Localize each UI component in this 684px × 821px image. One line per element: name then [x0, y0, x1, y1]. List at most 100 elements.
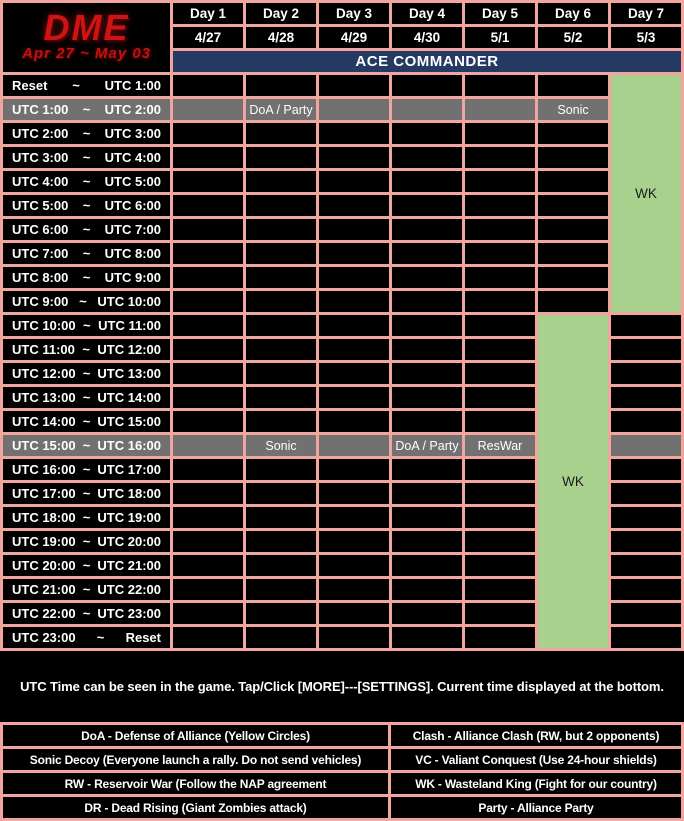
time-end: UTC 22:00 [97, 582, 161, 597]
empty-cell [465, 243, 535, 264]
tilde-separator: ~ [82, 150, 91, 165]
time-slot-label: UTC 3:00 ~ UTC 4:00 [3, 147, 170, 168]
time-slot-label: UTC 22:00 ~ UTC 23:00 [3, 603, 170, 624]
empty-cell [173, 315, 243, 336]
tilde-separator: ~ [82, 366, 91, 381]
tilde-separator: ~ [82, 486, 91, 501]
empty-cell [173, 147, 243, 168]
legend-table: DoA - Defense of Alliance (Yellow Circle… [0, 722, 684, 821]
empty-cell [319, 339, 389, 360]
time-start: UTC 1:00 [12, 102, 69, 117]
empty-cell [319, 363, 389, 384]
time-slot-label: UTC 14:00 ~ UTC 15:00 [3, 411, 170, 432]
tilde-separator: ~ [82, 558, 91, 573]
day-date-5: 5/1 [465, 27, 535, 48]
empty-cell [319, 195, 389, 216]
empty-cell [538, 171, 608, 192]
empty-cell [319, 171, 389, 192]
time-end: UTC 15:00 [97, 414, 161, 429]
wasteland-king-block: WK [538, 315, 608, 648]
time-start: Reset [12, 78, 48, 93]
empty-cell [465, 291, 535, 312]
tilde-separator: ~ [82, 462, 91, 477]
empty-cell [319, 75, 389, 96]
time-slot-label: UTC 8:00 ~ UTC 9:00 [3, 267, 170, 288]
time-end: UTC 10:00 [97, 294, 161, 309]
time-start: UTC 5:00 [12, 198, 69, 213]
empty-cell [319, 555, 389, 576]
empty-cell [392, 291, 462, 312]
empty-cell [465, 267, 535, 288]
time-end: UTC 7:00 [104, 222, 161, 237]
empty-cell [465, 411, 535, 432]
empty-cell [392, 555, 462, 576]
empty-cell [465, 195, 535, 216]
time-end: UTC 19:00 [97, 510, 161, 525]
time-end: UTC 3:00 [104, 126, 161, 141]
empty-cell [246, 243, 316, 264]
time-start: UTC 15:00 [12, 438, 76, 453]
tilde-separator: ~ [82, 174, 91, 189]
time-slot-label: UTC 19:00 ~ UTC 20:00 [3, 531, 170, 552]
empty-cell [611, 411, 681, 432]
empty-cell [173, 171, 243, 192]
empty-cell [392, 315, 462, 336]
empty-cell [173, 483, 243, 504]
empty-cell [465, 531, 535, 552]
day-date-2: 4/28 [246, 27, 316, 48]
empty-cell [538, 267, 608, 288]
time-start: UTC 18:00 [12, 510, 76, 525]
empty-cell [465, 483, 535, 504]
empty-cell [538, 243, 608, 264]
time-end: UTC 6:00 [104, 198, 161, 213]
empty-cell [392, 507, 462, 528]
empty-cell [246, 579, 316, 600]
tilde-separator: ~ [82, 510, 91, 525]
time-start: UTC 4:00 [12, 174, 69, 189]
time-end: UTC 20:00 [97, 534, 161, 549]
tilde-separator: ~ [82, 126, 91, 141]
event-cell: ResWar [465, 435, 535, 456]
empty-cell [319, 99, 389, 120]
empty-cell [465, 123, 535, 144]
empty-cell [173, 219, 243, 240]
tilde-separator: ~ [82, 222, 91, 237]
empty-cell [465, 579, 535, 600]
empty-cell [173, 99, 243, 120]
empty-cell [246, 459, 316, 480]
empty-cell [465, 387, 535, 408]
time-start: UTC 22:00 [12, 606, 76, 621]
tilde-separator: ~ [79, 294, 87, 309]
empty-cell [611, 555, 681, 576]
legend-cell-rw: RW - Reservoir War (Follow the NAP agree… [3, 773, 388, 794]
empty-cell [173, 555, 243, 576]
time-slot-label: UTC 6:00 ~ UTC 7:00 [3, 219, 170, 240]
legend-cell-doa: DoA - Defense of Alliance (Yellow Circle… [3, 725, 388, 746]
empty-cell [392, 483, 462, 504]
time-slot-label: Reset ~ UTC 1:00 [3, 75, 170, 96]
empty-cell [611, 531, 681, 552]
empty-cell [392, 75, 462, 96]
time-end: UTC 12:00 [97, 342, 161, 357]
legend-cell-wk: WK - Wasteland King (Fight for our count… [391, 773, 681, 794]
empty-cell [611, 387, 681, 408]
time-slot-label: UTC 23:00 ~ Reset [3, 627, 170, 648]
time-start: UTC 17:00 [12, 486, 76, 501]
time-end: UTC 1:00 [104, 78, 161, 93]
tilde-separator: ~ [82, 582, 91, 597]
time-slot-label: UTC 12:00 ~ UTC 13:00 [3, 363, 170, 384]
empty-cell [246, 171, 316, 192]
empty-cell [392, 531, 462, 552]
legend-cell-party: Party - Alliance Party [391, 797, 681, 818]
tilde-separator: ~ [82, 606, 91, 621]
time-start: UTC 16:00 [12, 462, 76, 477]
empty-cell [173, 627, 243, 648]
tilde-separator: ~ [82, 414, 91, 429]
time-end: UTC 11:00 [98, 318, 161, 333]
time-slot-label: UTC 15:00 ~ UTC 16:00 [3, 435, 170, 456]
empty-cell [611, 315, 681, 336]
tilde-separator: ~ [82, 438, 91, 453]
time-end: UTC 14:00 [97, 390, 161, 405]
